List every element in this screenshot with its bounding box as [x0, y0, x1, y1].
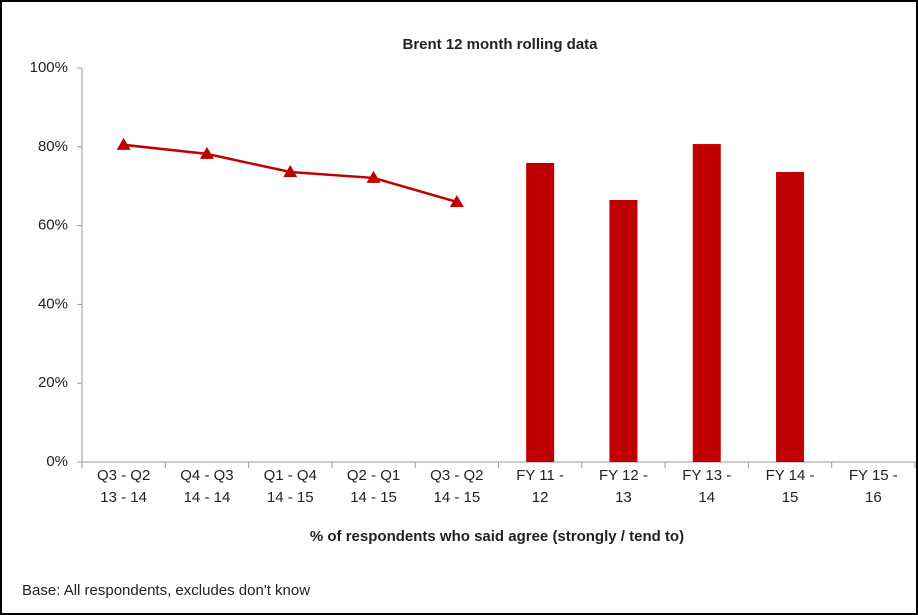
bar [609, 199, 638, 463]
y-tick-label: 60% [38, 217, 68, 234]
x-tick-label: FY 14 -15 [766, 467, 815, 506]
marker [366, 170, 381, 183]
bar [776, 172, 805, 463]
y-tick-label: 100% [30, 59, 68, 76]
x-tick-label: FY 13 -14 [682, 467, 731, 506]
x-axis-label: % of respondents who said agree (strongl… [310, 528, 684, 545]
x-tick-label: FY 12 -13 [599, 467, 648, 506]
x-tick-label: FY 11 -12 [516, 467, 564, 506]
marker [449, 194, 464, 207]
marker [283, 165, 298, 178]
marker [199, 146, 214, 159]
chart-title: Brent 12 month rolling data [402, 36, 598, 53]
bar [692, 144, 721, 463]
bar [526, 162, 555, 463]
x-tick-label: Q3 - Q2 14 - 15 [430, 467, 483, 506]
note: Base: All respondents, excludes don't kn… [22, 582, 310, 599]
x-tick-label: Q3 - Q2 13 - 14 [97, 467, 150, 506]
y-tick-label: 0% [46, 453, 68, 470]
x-tick-label: Q4 - Q3 14 - 14 [180, 467, 233, 506]
x-tick-label: FY 15 -16 [849, 467, 898, 506]
y-tick-label: 20% [38, 374, 68, 391]
y-tick-label: 80% [38, 138, 68, 155]
x-tick-label: Q1 - Q4 14 - 15 [264, 467, 317, 506]
x-tick-label: Q2 - Q1 14 - 15 [347, 467, 400, 506]
y-tick-label: 40% [38, 295, 68, 312]
marker [116, 137, 131, 150]
